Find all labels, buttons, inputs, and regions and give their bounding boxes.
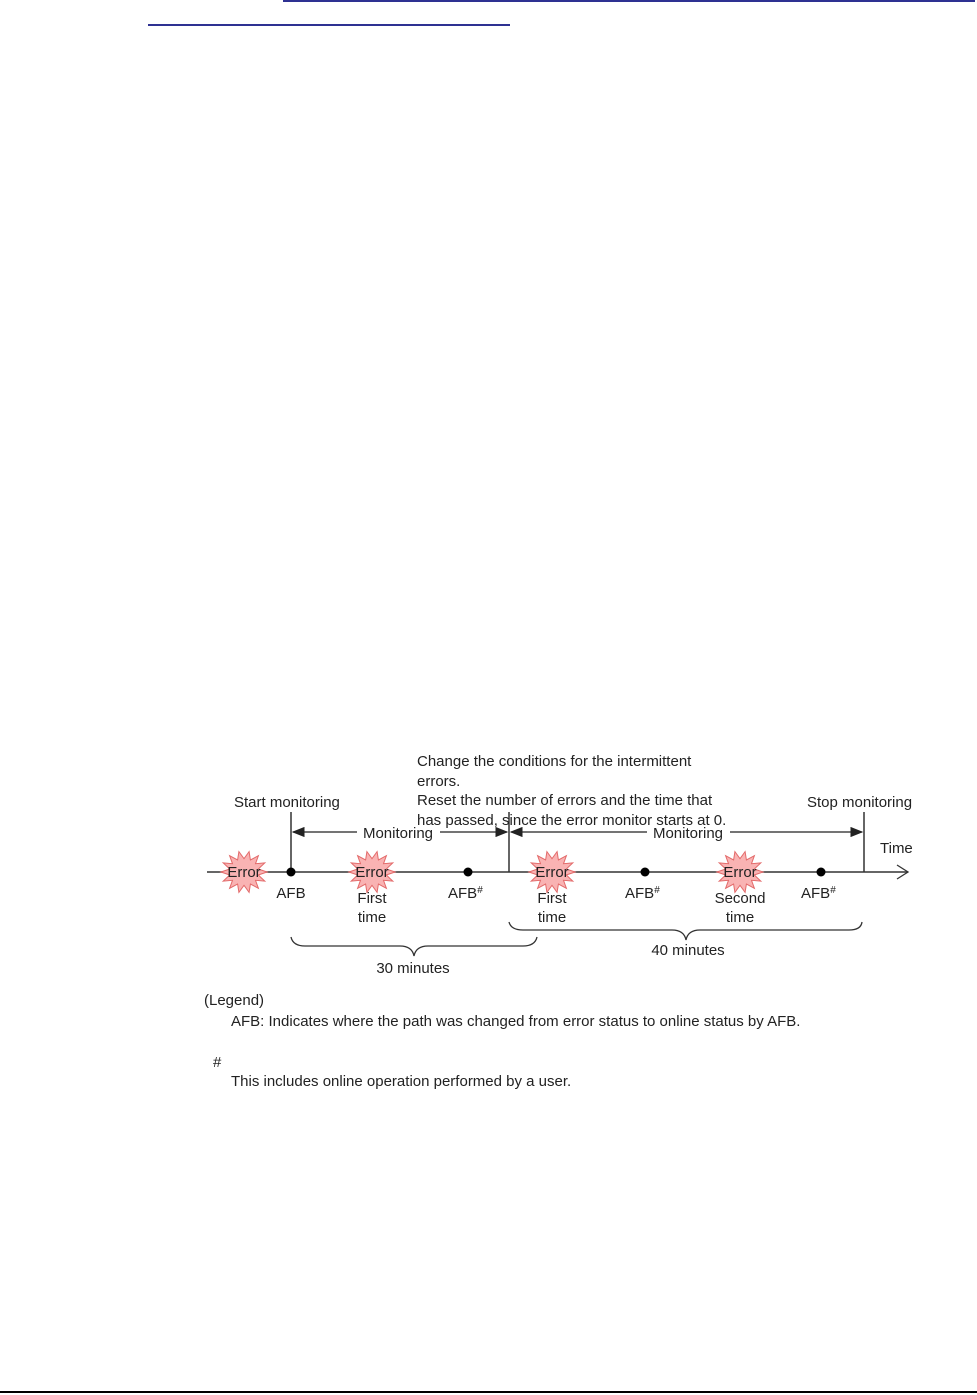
change-note-line-1: Change the conditions for the intermitte… xyxy=(417,753,692,770)
duration-40-label: 40 minutes xyxy=(651,942,724,959)
afb-point xyxy=(463,867,473,877)
monitoring-label-1: Monitoring xyxy=(363,825,433,842)
afb-hash-label: AFB# xyxy=(801,885,836,902)
first-label: First xyxy=(357,890,387,907)
time-arrowhead xyxy=(896,864,910,880)
start-monitoring-label: Start monitoring xyxy=(234,794,340,811)
afb-point xyxy=(816,867,826,877)
change-note-line-2: errors. xyxy=(417,773,460,790)
legend-title: (Legend) xyxy=(204,992,264,1009)
error-label: Error xyxy=(535,864,568,881)
legend-hash-description: This includes online operation performed… xyxy=(231,1073,571,1090)
error-burst-icon xyxy=(715,850,765,894)
error-burst-icon xyxy=(527,850,577,894)
brace-30-minutes xyxy=(290,936,538,957)
afb-point xyxy=(286,867,296,877)
afb-hash-label: AFB# xyxy=(625,885,660,902)
afb-point xyxy=(640,867,650,877)
link-underline-2[interactable] xyxy=(148,24,510,26)
error-burst-icon xyxy=(347,850,397,894)
time-label: time xyxy=(726,909,754,926)
afb-hash-label: AFB# xyxy=(448,885,483,902)
time-axis-label: Time xyxy=(880,840,913,857)
error-label: Error xyxy=(227,864,260,881)
legend-afb-description: AFB: Indicates where the path was change… xyxy=(231,1013,800,1030)
brace-40-minutes xyxy=(508,921,863,941)
error-burst-icon xyxy=(219,850,269,894)
afb-label: AFB xyxy=(276,885,305,902)
error-label: Error xyxy=(723,864,756,881)
second-label: Second xyxy=(715,890,766,907)
error-label: Error xyxy=(355,864,388,881)
change-note-line-3: Reset the number of errors and the time … xyxy=(417,792,713,809)
monitoring-label-2: Monitoring xyxy=(653,825,723,842)
time-label: time xyxy=(538,909,566,926)
link-underline-1[interactable] xyxy=(283,0,975,2)
legend-hash-symbol: # xyxy=(213,1054,222,1071)
footer-rule xyxy=(0,1391,977,1393)
time-label: time xyxy=(358,909,386,926)
duration-30-label: 30 minutes xyxy=(376,960,449,977)
first-label: First xyxy=(537,890,567,907)
change-note-line-4: has passed, since the error monitor star… xyxy=(417,812,726,829)
stop-monitoring-label: Stop monitoring xyxy=(807,794,912,811)
